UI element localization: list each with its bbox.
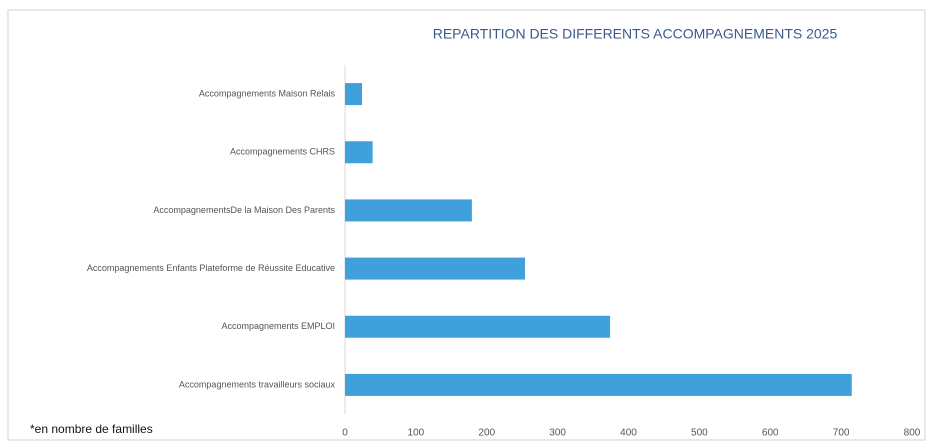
x-tick-label: 700 xyxy=(833,428,850,439)
bar xyxy=(345,373,852,396)
x-tick-label: 300 xyxy=(549,428,566,439)
y-tick-label: Accompagnements Enfants Plateforme de Ré… xyxy=(87,263,335,273)
y-tick-label: Accompagnements CHRS xyxy=(230,147,335,157)
annotation: *en nombre de familles xyxy=(30,422,153,436)
x-tick-label: 600 xyxy=(762,428,779,439)
bar xyxy=(345,199,472,222)
chart-title: REPARTITION DES DIFFERENTS ACCOMPAGNEMEN… xyxy=(433,26,838,42)
y-tick-label: Accompagnements Maison Relais xyxy=(199,88,336,98)
x-tick-label: 0 xyxy=(342,428,348,439)
chart-frame xyxy=(7,9,926,441)
x-tick-label: 100 xyxy=(408,428,425,439)
x-tick-label: 500 xyxy=(691,428,708,439)
x-tick-label: 800 xyxy=(904,428,921,439)
y-tick-label: Accompagnements EMPLOI xyxy=(221,321,335,331)
bar xyxy=(345,315,611,338)
y-tick-label: AccompagnementsDe la Maison Des Parents xyxy=(153,205,335,215)
x-tick-label: 400 xyxy=(620,428,637,439)
y-tick-label: Accompagnements travailleurs sociaux xyxy=(179,379,336,389)
bar xyxy=(345,257,526,280)
bar xyxy=(345,141,373,164)
bar xyxy=(345,83,363,106)
x-tick-label: 200 xyxy=(478,428,495,439)
